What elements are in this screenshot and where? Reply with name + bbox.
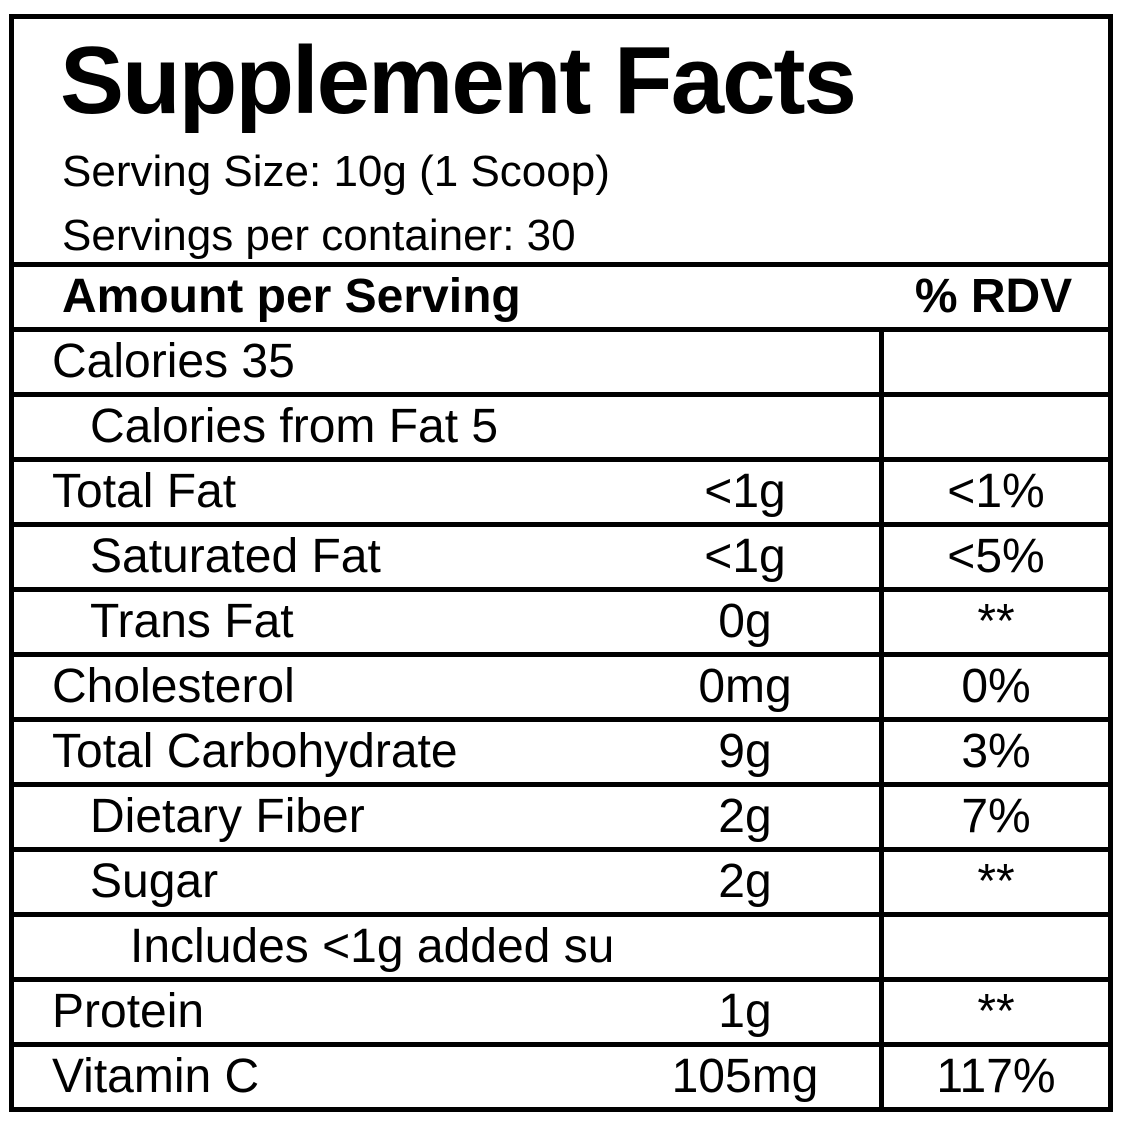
nutrient-amount: 105mg	[671, 1050, 819, 1103]
table-row-trans-fat: Trans Fat 0g **	[14, 587, 1108, 652]
nutrient-rdv: 0%	[879, 657, 1108, 717]
nutrient-name: Includes <1g added sugars	[130, 920, 611, 973]
nutrient-amount	[611, 332, 879, 392]
nutrient-name: Protein	[52, 985, 205, 1038]
nutrient-amount: 0g	[718, 595, 772, 648]
nutrient-name: Cholesterol	[52, 660, 295, 713]
table-row-calories: Calories 35	[14, 327, 1108, 392]
nutrient-name: Dietary Fiber	[90, 790, 365, 843]
nutrient-amount: 2g	[718, 790, 772, 843]
nutrient-rdv: **	[879, 592, 1108, 652]
table-row-saturated-fat: Saturated Fat <1g <5%	[14, 522, 1108, 587]
table-row-total-carbohydrate: Total Carbohydrate 9g 3%	[14, 717, 1108, 782]
nutrient-name: Saturated Fat	[90, 530, 381, 583]
nutrient-amount: 2g	[718, 855, 772, 908]
amount-header-spacer	[611, 267, 879, 327]
nutrient-amount: <1g	[704, 530, 786, 583]
amount-per-serving-header: Amount per Serving	[62, 270, 521, 323]
nutrient-name: Vitamin C	[52, 1050, 260, 1103]
nutrient-amount	[611, 917, 879, 977]
table-row-calories-from-fat: Calories from Fat 5	[14, 392, 1108, 457]
nutrient-amount: 9g	[718, 725, 772, 778]
label-title: Supplement Facts	[60, 27, 857, 134]
table-header-row: Amount per Serving % RDV	[14, 262, 1108, 327]
nutrient-rdv: 117%	[879, 1047, 1108, 1107]
serving-size-line: Serving Size: 10g (1 Scoop)	[62, 147, 610, 196]
rdv-header: % RDV	[914, 270, 1073, 323]
nutrient-rdv	[879, 397, 1108, 457]
nutrient-rdv: **	[879, 982, 1108, 1042]
nutrient-rdv	[879, 917, 1108, 977]
table-row-dietary-fiber: Dietary Fiber 2g 7%	[14, 782, 1108, 847]
nutrient-rdv: <5%	[879, 527, 1108, 587]
table-row-protein: Protein 1g **	[14, 977, 1108, 1042]
nutrient-rdv	[879, 332, 1108, 392]
nutrient-name: Calories 35	[52, 335, 295, 388]
nutrient-rdv: 3%	[879, 722, 1108, 782]
servings-per-container-line: Servings per container: 30	[62, 211, 576, 260]
nutrient-amount: <1g	[704, 465, 786, 518]
table-row-total-fat: Total Fat <1g <1%	[14, 457, 1108, 522]
nutrient-amount: 1g	[718, 985, 772, 1038]
nutrient-name: Total Fat	[52, 465, 237, 518]
table-row-sugar: Sugar 2g **	[14, 847, 1108, 912]
nutrient-name: Sugar	[90, 855, 219, 908]
nutrient-amount	[611, 397, 879, 457]
table-row-cholesterol: Cholesterol 0mg 0%	[14, 652, 1108, 717]
nutrient-rdv: 7%	[879, 787, 1108, 847]
nutrient-name: Total Carbohydrate	[52, 725, 458, 778]
nutrient-rdv: **	[879, 852, 1108, 912]
label-header-block: Supplement Facts Serving Size: 10g (1 Sc…	[14, 19, 1108, 262]
nutrient-name: Calories from Fat 5	[90, 400, 499, 453]
table-row-added-sugars: Includes <1g added sugars	[14, 912, 1108, 977]
nutrient-amount: 0mg	[698, 660, 792, 713]
nutrient-rdv: <1%	[879, 462, 1108, 522]
nutrient-name: Trans Fat	[90, 595, 294, 648]
table-row-vitamin-c: Vitamin C 105mg 117%	[14, 1042, 1108, 1107]
supplement-facts-label: Supplement Facts Serving Size: 10g (1 Sc…	[9, 14, 1113, 1112]
